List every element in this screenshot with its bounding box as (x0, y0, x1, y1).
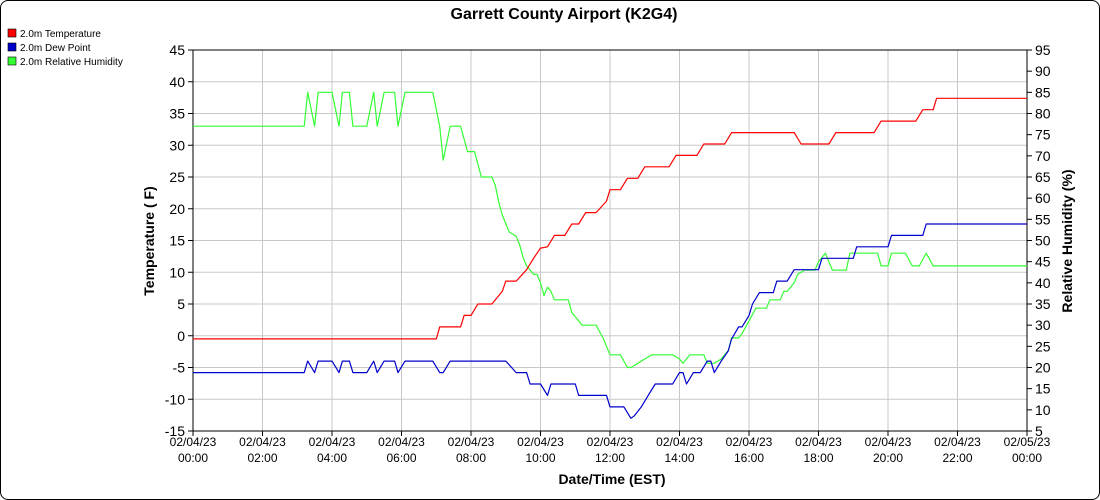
right-axis-ticks: 95 90 85 80 75 70 65 60 55 50 45 40 35 30 25 20 15 10 5 (1027, 42, 1051, 439)
x-tick-date: 02/04/23 (517, 435, 564, 449)
right-axis-label: Relative Humidity (%) (1059, 169, 1075, 312)
right-tick-label: 15 (1035, 381, 1051, 397)
x-tick-date: 02/04/23 (865, 435, 912, 449)
x-tick-date: 02/04/23 (795, 435, 842, 449)
right-tick-label: 70 (1035, 148, 1051, 164)
x-tick-time: 06:00 (386, 451, 416, 465)
x-tick-time: 04:00 (317, 451, 347, 465)
legend-label: 2.0m Relative Humidity (20, 57, 123, 68)
x-tick-time: 10:00 (525, 451, 555, 465)
x-tick-time: 16:00 (734, 451, 764, 465)
x-tick-date: 02/04/23 (378, 435, 425, 449)
right-tick-label: 20 (1035, 360, 1051, 376)
series-line-1 (193, 223, 1027, 419)
grid (192, 49, 1028, 432)
x-tick-date: 02/05/23 (1004, 435, 1051, 449)
legend-swatch (7, 42, 17, 52)
right-tick-label: 55 (1035, 211, 1051, 227)
chart-title: Garrett County Airport (K2G4) (451, 6, 678, 23)
right-tick-label: 60 (1035, 190, 1051, 206)
x-tick-date: 02/04/23 (448, 435, 495, 449)
right-tick-label: 75 (1035, 127, 1051, 143)
series-line-2 (193, 91, 1027, 369)
x-tick-date: 02/04/23 (587, 435, 634, 449)
right-tick-label: 5 (1035, 423, 1043, 439)
left-axis-label: Temperature ( F) (141, 186, 157, 295)
series-lines (193, 91, 1027, 419)
left-tick-label: 30 (169, 137, 185, 153)
left-tick-label: -5 (173, 360, 186, 376)
right-tick-label: 90 (1035, 63, 1051, 79)
x-tick-date: 02/04/23 (170, 435, 217, 449)
series-line-0 (193, 97, 1027, 340)
right-tick-label: 30 (1035, 317, 1051, 333)
right-tick-label: 35 (1035, 296, 1051, 312)
left-tick-label: -15 (165, 423, 185, 439)
legend-label: 2.0m Temperature (20, 29, 101, 40)
left-tick-label: 20 (169, 201, 185, 217)
right-tick-label: 45 (1035, 254, 1051, 270)
x-tick-time: 12:00 (595, 451, 625, 465)
x-tick-date: 02/04/23 (309, 435, 356, 449)
x-tick-time: 00:00 (1012, 451, 1042, 465)
right-tick-label: 10 (1035, 402, 1051, 418)
left-tick-label: 5 (177, 296, 185, 312)
x-tick-time: 22:00 (942, 451, 972, 465)
right-tick-label: 95 (1035, 42, 1051, 58)
left-tick-label: 0 (177, 328, 185, 344)
x-tick-date: 02/04/23 (934, 435, 981, 449)
left-tick-label: -10 (165, 391, 185, 407)
left-axis-ticks: 45 40 35 30 25 20 15 10 5 0 -5 -10 -15 (165, 42, 193, 439)
x-tick-date: 02/04/23 (656, 435, 703, 449)
legend-label: 2.0m Dew Point (20, 43, 91, 54)
left-tick-label: 40 (169, 74, 185, 90)
right-tick-label: 65 (1035, 169, 1051, 185)
left-tick-label: 15 (169, 233, 185, 249)
right-tick-label: 50 (1035, 233, 1051, 249)
x-tick-time: 18:00 (803, 451, 833, 465)
legend-swatch (7, 28, 17, 38)
right-tick-label: 80 (1035, 106, 1051, 122)
left-tick-label: 25 (169, 169, 185, 185)
x-tick-date: 02/04/23 (239, 435, 286, 449)
left-tick-label: 35 (169, 106, 185, 122)
x-tick-time: 00:00 (178, 451, 208, 465)
right-tick-label: 25 (1035, 338, 1051, 354)
x-axis-ticks: 02/04/23 00:00 02/04/23 02:00 02/04/23 04:00 0… (170, 431, 1051, 465)
x-tick-time: 02:00 (247, 451, 277, 465)
x-axis-label: Date/Time (EST) (558, 471, 665, 487)
x-tick-time: 08:00 (456, 451, 486, 465)
x-tick-time: 20:00 (873, 451, 903, 465)
legend-swatch (7, 56, 17, 66)
left-tick-label: 45 (169, 42, 185, 58)
right-tick-label: 40 (1035, 275, 1051, 291)
right-tick-label: 85 (1035, 84, 1051, 100)
x-tick-time: 14:00 (664, 451, 694, 465)
left-tick-label: 10 (169, 264, 185, 280)
x-tick-date: 02/04/23 (726, 435, 773, 449)
legend: 2.0m Temperature 2.0m Dew Point 2.0m Relat… (7, 28, 123, 68)
